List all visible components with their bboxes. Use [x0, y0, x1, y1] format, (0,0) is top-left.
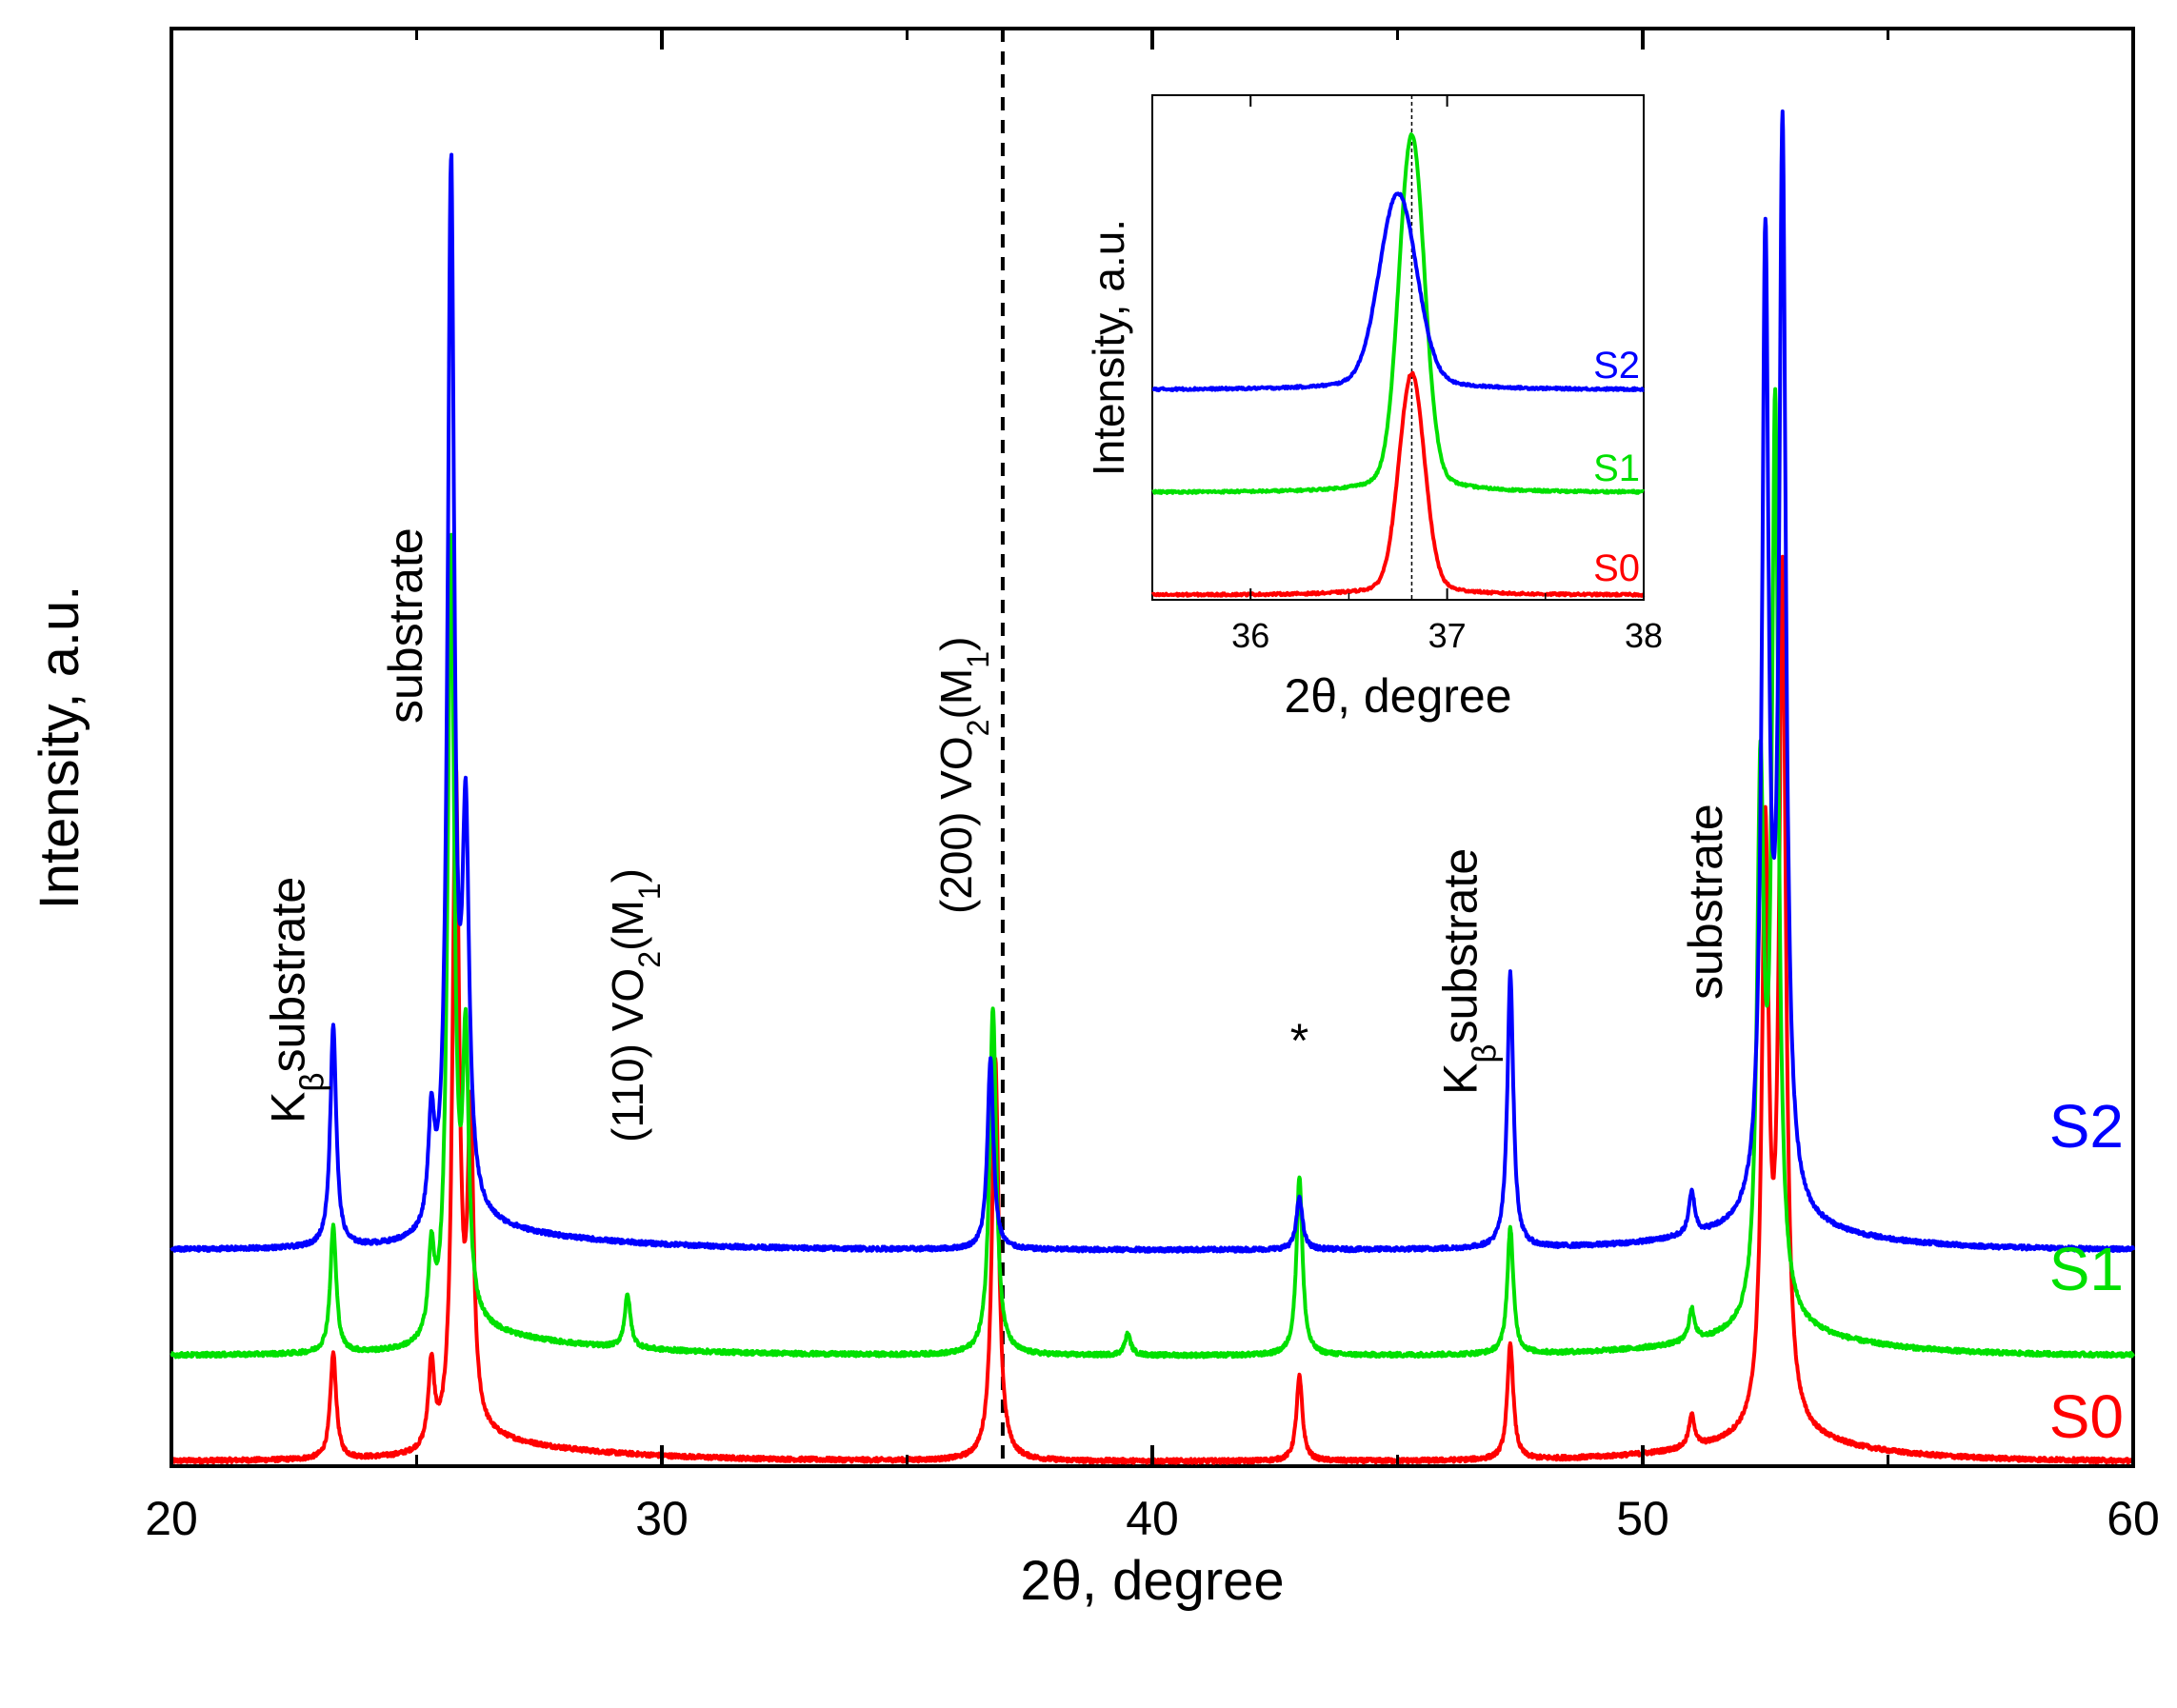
- inset-x-ticks: 36 37 38: [1231, 95, 1663, 655]
- inset-series-label-s2: S2: [1593, 345, 1640, 387]
- main-series-labels: S0 S1 S2: [2049, 1092, 2124, 1451]
- main-y-axis-title: Intensity, a.u.: [29, 586, 90, 910]
- annotation-2: (110) VO2(M1): [603, 868, 667, 1142]
- annotation-3: (200) VO2(M1): [931, 637, 995, 914]
- inset-x-tick-label-36: 36: [1231, 616, 1269, 655]
- series-label-s1: S1: [2049, 1235, 2124, 1303]
- series-line-s1: [170, 387, 2135, 1360]
- main-x-ticks: 20 30 40 50 60: [145, 29, 2160, 1545]
- series-line-s2: [170, 109, 2135, 1254]
- inset-plot: 36 37 38 S0 S1 S2 2θ, degree Intensity, a.u.: [1084, 94, 1663, 723]
- series-label-s0: S0: [2049, 1382, 2124, 1451]
- x-tick-label-20: 20: [145, 1492, 198, 1545]
- annotation-0: Kβsubstrate: [262, 877, 331, 1123]
- annotation-6: substrate: [1679, 804, 1732, 1000]
- x-tick-label-50: 50: [1616, 1492, 1669, 1545]
- inset-series-line-s0: [1150, 370, 1646, 598]
- inset-series-label-s0: S0: [1593, 547, 1640, 589]
- x-tick-label-30: 30: [635, 1492, 689, 1545]
- inset-series-line-s2: [1150, 191, 1646, 392]
- inset-x-tick-label-38: 38: [1625, 616, 1663, 655]
- inset-series-line-s1: [1150, 132, 1646, 495]
- inset-series-label-s1: S1: [1593, 447, 1640, 489]
- annotation-5: Kβsubstrate: [1433, 848, 1503, 1095]
- x-tick-label-40: 40: [1126, 1492, 1179, 1545]
- annotation-asterisk: *: [1290, 1014, 1308, 1067]
- inset-plot-frame: [1151, 94, 1645, 601]
- x-tick-label-60: 60: [2107, 1492, 2160, 1545]
- main-x-axis-title: 2θ, degree: [1020, 1550, 1284, 1612]
- series-label-s2: S2: [2049, 1092, 2124, 1161]
- annotation-1: substrate: [379, 527, 432, 724]
- inset-y-axis-title: Intensity, a.u.: [1084, 219, 1133, 476]
- inset-x-tick-label-37: 37: [1428, 616, 1467, 655]
- main-plot: 20 30 40 50 60 Kβsubstrate substrate (110) VO2…: [29, 27, 2160, 1612]
- inset-x-axis-title: 2θ, degree: [1284, 669, 1511, 723]
- main-annotations: Kβsubstrate substrate (110) VO2(M1) (200) V…: [262, 527, 1732, 1142]
- inset-series-group: [1150, 132, 1646, 598]
- inset-series-labels: S0 S1 S2: [1593, 345, 1640, 589]
